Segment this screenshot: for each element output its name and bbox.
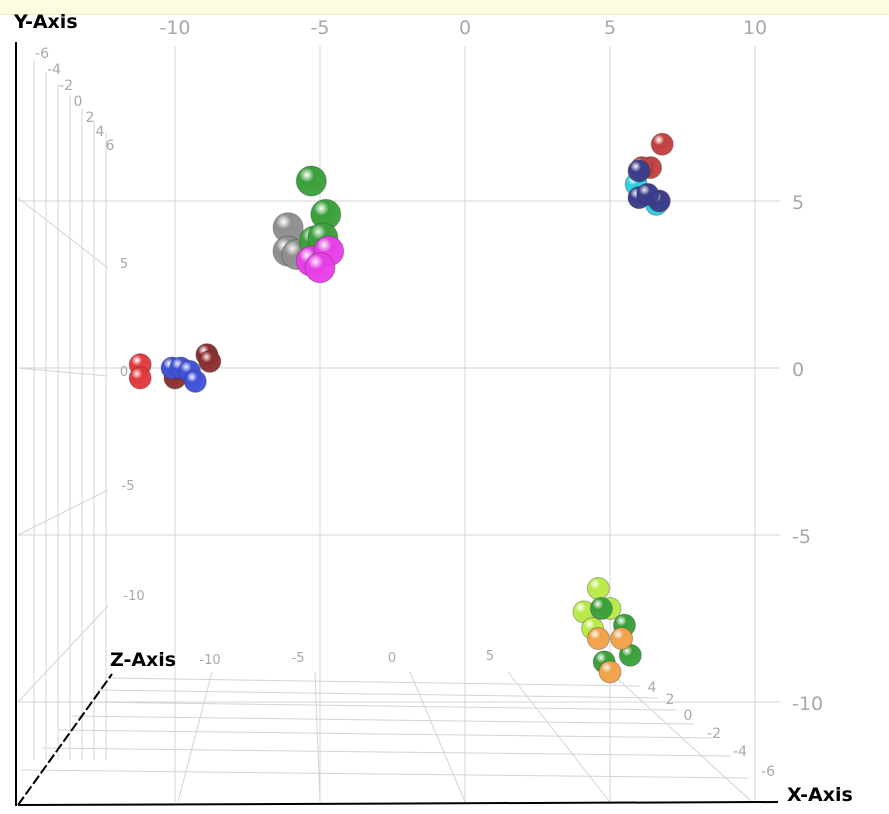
- y-tick-label-wall: -10: [123, 589, 144, 604]
- z-tick-label-floor: -2: [707, 726, 721, 742]
- data-point: [304, 252, 336, 284]
- grid: [17, 46, 780, 803]
- z-tick-label-floor: 4: [648, 680, 657, 696]
- axes: [15, 42, 779, 806]
- y-tick-label: 0: [792, 359, 804, 381]
- data-point: [636, 182, 660, 206]
- data-point: [598, 660, 622, 684]
- x-tick-label-floor: -10: [199, 653, 220, 668]
- grid-line-wall-diag: [17, 197, 109, 269]
- grid-line-floor: [409, 671, 466, 803]
- data-point: [586, 627, 610, 651]
- grid-line-floor-depth: [107, 677, 641, 687]
- data-point: [295, 165, 327, 197]
- data-point: [610, 627, 634, 651]
- data-point: [128, 366, 152, 390]
- z-tick-label-floor: -6: [761, 764, 775, 780]
- y-tick-label-wall: 0: [120, 365, 128, 380]
- z-tick-label: 0: [74, 94, 83, 110]
- z-tick-label-floor: 2: [666, 692, 675, 708]
- y-tick-label: 5: [792, 192, 804, 214]
- top-strip: [0, 0, 889, 15]
- x-tick-label: 5: [604, 17, 616, 39]
- x-axis-line: [17, 801, 779, 806]
- z-tick-label: -4: [47, 62, 61, 78]
- y-tick-label-wall: 5: [120, 257, 128, 272]
- grid-line-wall-diag: [17, 605, 109, 703]
- x-tick-label: -10: [159, 17, 190, 39]
- y-tick-label: -5: [792, 526, 811, 548]
- data-points: [128, 132, 674, 684]
- z-tick-label: 6: [106, 138, 115, 154]
- data-point: [198, 349, 222, 373]
- x-tick-label: 0: [459, 17, 471, 39]
- grid-line-floor-depth: [71, 715, 695, 725]
- data-point: [586, 576, 610, 600]
- data-point: [650, 132, 674, 156]
- z-axis-line: [17, 673, 113, 806]
- z-tick-label-floor: 0: [684, 708, 693, 724]
- x-tick-label-floor: 0: [388, 651, 396, 666]
- grid-line-floor: [177, 671, 213, 803]
- data-point: [627, 159, 651, 183]
- grid-line-floor: [609, 671, 753, 803]
- grid-line-wall-diag: [17, 489, 109, 536]
- z-tick-label: 2: [86, 110, 95, 126]
- grid-line-floor-depth: [58, 729, 713, 739]
- x-axis-label: X-Axis: [787, 784, 853, 806]
- z-tick-label-floor: -4: [733, 744, 747, 760]
- x-tick-label: -5: [311, 17, 330, 39]
- grid-line-floor-depth: [20, 769, 749, 779]
- grid-line-floor-depth: [85, 701, 677, 711]
- z-tick-label: -6: [35, 46, 49, 62]
- data-point: [589, 596, 613, 620]
- z-axis-label: Z-Axis: [110, 649, 176, 671]
- x-tick-label-floor: -5: [292, 651, 305, 666]
- y-tick-label-wall: -5: [122, 479, 135, 494]
- z-tick-label: -2: [59, 78, 73, 94]
- y-tick-label: -10: [792, 693, 823, 715]
- grid-line-floor-depth: [96, 689, 659, 699]
- x-tick-label-floor: 5: [486, 649, 494, 664]
- z-tick-label: 4: [96, 124, 105, 140]
- grid-line-floor: [507, 671, 611, 803]
- grid-line-floor-depth: [41, 747, 731, 757]
- grid-line-floor: [314, 671, 321, 803]
- y-axis-label: Y-Axis: [13, 11, 78, 33]
- grid-line-wall-diag: [17, 367, 109, 377]
- x-tick-label: 10: [743, 17, 767, 39]
- data-point: [183, 369, 207, 393]
